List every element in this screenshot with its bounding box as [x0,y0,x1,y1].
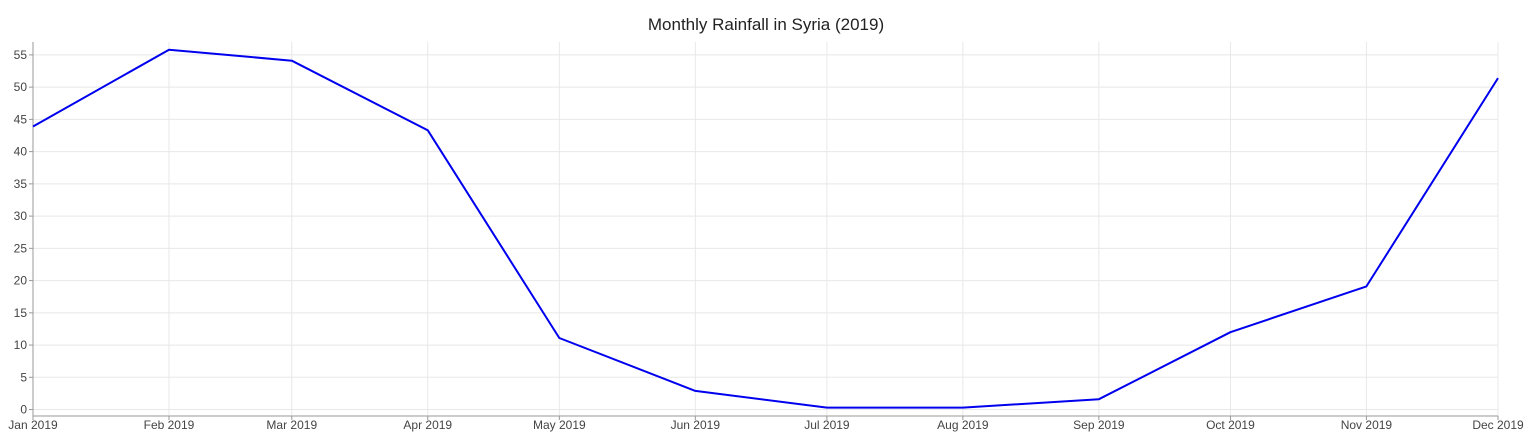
x-tick-label: Aug 2019 [937,418,989,432]
x-tick-label: Apr 2019 [403,418,452,432]
series-layer [32,48,1499,409]
y-tick-label: 40 [14,145,28,159]
y-tick-label: 55 [14,48,28,62]
y-tick-label: 50 [14,80,28,94]
x-tick-label: Jan 2019 [8,418,58,432]
y-tick-label: 5 [20,370,27,384]
grid-layer [32,42,1499,416]
x-tick-label: May 2019 [533,418,586,432]
y-tick-label: 35 [14,177,28,191]
y-tick-label: 15 [14,306,28,320]
y-tick-label: 10 [14,338,28,352]
y-tick-label: 25 [14,241,28,255]
tick-layer: 0 5 10 15 20 25 30 35 40 45 50 55 Jan 2019 Feb 2019 Ma… [8,48,1524,432]
x-tick-label: Dec 2019 [1472,418,1524,432]
x-tick-label: Nov 2019 [1341,418,1393,432]
x-tick-label: Mar 2019 [266,418,317,432]
x-tick-label: Jul 2019 [804,418,850,432]
rainfall-series-line [32,48,1499,409]
x-tick-label: Jun 2019 [671,418,721,432]
y-tick-label: 45 [14,112,28,126]
x-tick-label: Sep 2019 [1073,418,1125,432]
y-tick-label: 30 [14,209,28,223]
y-tick-label: 0 [20,403,27,417]
x-tick-label: Oct 2019 [1206,418,1255,432]
x-tick-label: Feb 2019 [144,418,195,432]
y-tick-label: 20 [14,274,28,288]
axis-layer [29,42,1499,420]
chart-title: Monthly Rainfall in Syria (2019) [648,15,884,34]
